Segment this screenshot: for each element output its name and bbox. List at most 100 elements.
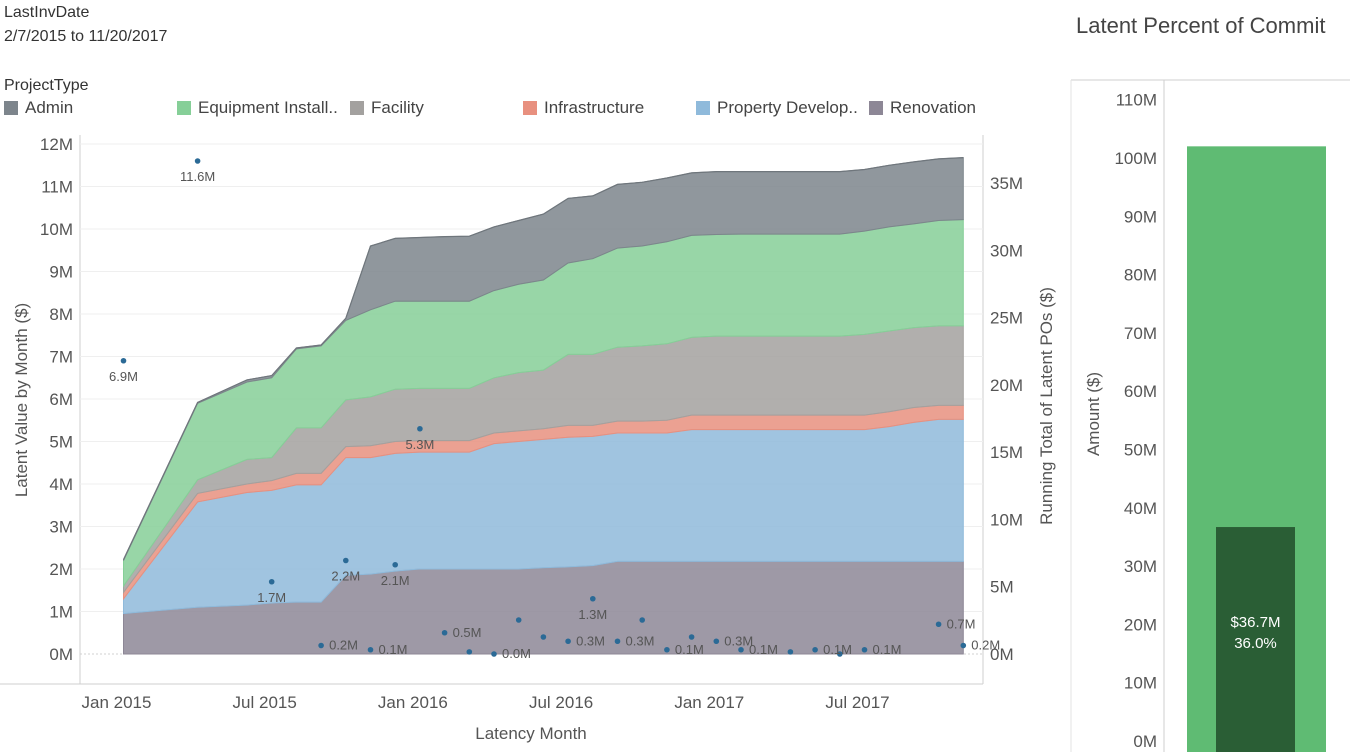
y-tick-label: 4M [49,475,73,494]
y-tick-label: 11M [41,178,73,197]
x-tick-label: Jan 2017 [674,693,744,712]
y2-tick-label: 10M [990,510,1023,529]
legend-swatch [869,101,883,115]
point-label: 1.7M [257,590,286,605]
legend-swatch [350,101,364,115]
y-tick-label: 10M [40,220,73,239]
data-point [194,158,201,164]
legend-label: Renovation [890,98,977,117]
bar-label-amount: $36.7M [1230,614,1280,631]
latent-percent-bar-chart[interactable]: 0M 10M 20M 30M 40M 50M 60M 70M 80M 90M 100M 110M Amo… [1066,0,1350,752]
legend-item-admin[interactable]: Admin [4,98,73,118]
data-point [268,578,275,585]
y-tick-label: 5M [49,433,73,452]
y-tick-label: 40M [1124,499,1157,518]
y-tick-label: 110M [1116,91,1157,110]
data-point [664,646,670,653]
point-label: 0.3M [626,633,655,648]
point-label: 0.5M [453,625,482,640]
y-tick-label: 70M [1124,324,1157,343]
y-tick-label: 3M [49,518,73,537]
y2-tick-label: 5M [990,578,1014,597]
legend-label: Property Develop.. [717,98,858,117]
data-point [441,629,448,636]
x-axis-title: Latency Month [475,724,587,743]
legend-label: Facility [371,98,424,117]
data-point [812,646,818,653]
data-point [935,621,942,628]
right-panel-title: Latent Percent of Commit [1076,13,1326,38]
y-tick-label: 0M [49,645,73,664]
data-point [960,642,967,649]
y-tick-label: 90M [1124,207,1157,226]
legend-swatch [696,101,710,115]
y-tick-label: 30M [1124,557,1157,576]
data-point [392,561,399,568]
y2-tick-label: 0M [990,645,1014,664]
legend-swatch [523,101,537,115]
legend-swatch [4,101,18,115]
y2-axis-title: Running Total of Latent POs ($) [1037,287,1056,525]
x-tick-label: Jan 2016 [378,693,448,712]
point-label: 0.2M [971,638,1000,653]
y2-tick-label: 35M [990,174,1023,193]
x-tick-label: Jul 2017 [825,693,889,712]
y-tick-label: 0M [1133,732,1157,751]
data-point [318,642,324,649]
point-label: 0.3M [576,633,605,648]
y-tick-label: 60M [1124,382,1157,401]
legend-item-infrastructure[interactable]: Infrastructure [523,98,644,118]
data-point [614,638,621,645]
y-tick-label: 20M [1124,615,1157,634]
data-point [515,617,522,623]
filter-title: LastInvDate [4,4,90,21]
data-point [417,425,423,432]
data-point [120,357,127,364]
point-label: 0.7M [947,616,976,631]
point-label: 0.1M [675,642,704,657]
y-tick-label: 80M [1124,266,1157,285]
y-tick-label: 100M [1114,149,1157,168]
data-point [540,634,547,640]
point-label: 2.2M [331,569,360,584]
filter-date-range[interactable]: 2/7/2015 to 11/20/2017 [4,28,168,45]
data-point [491,651,497,657]
point-label: 0.1M [873,642,902,657]
bar-label-percent: 36.0% [1234,635,1277,652]
legend-item-renovation[interactable]: Renovation [869,98,976,118]
point-label: 0.2M [329,638,358,653]
data-point [837,651,843,657]
point-label: 1.3M [578,607,607,622]
point-label: 0.3M [724,633,753,648]
point-label: 0.0M [502,646,531,661]
latency-area-chart[interactable]: 6.9M 11.6M 1.7M 0.2M 2.2M 0.1M 2.1M 5.3M 0.5M 0.0… [0,0,1066,752]
point-label: 6.9M [109,369,138,384]
data-point [688,634,695,640]
area-top-outline [122,157,964,560]
legend-label: Equipment Install.. [198,98,338,117]
point-label: 0.1M [379,642,408,657]
data-point [713,638,720,645]
data-point [466,649,473,655]
y-axis-title: Amount ($) [1084,372,1103,456]
data-point [565,638,571,645]
data-point [861,646,868,653]
legend-swatch [177,101,191,115]
legend-label: Admin [25,98,74,117]
point-label: 2.1M [381,573,410,588]
y-tick-label: 9M [49,263,73,282]
y-tick-label: 10M [1124,674,1157,693]
data-point [787,649,794,655]
y-tick-label: 6M [49,390,73,409]
y-tick-label: 12M [40,135,73,154]
point-label: 0.1M [749,642,778,657]
legend-label: Infrastructure [544,98,645,117]
data-point [639,617,645,623]
point-label: 0.1M [823,642,852,657]
legend-item-property-develop[interactable]: Property Develop.. [696,98,858,118]
point-label: 5.3M [405,437,434,452]
data-point [738,646,744,653]
legend-item-equipment-install[interactable]: Equipment Install.. [177,98,338,118]
legend-item-facility[interactable]: Facility [350,98,424,118]
data-point [343,557,349,564]
